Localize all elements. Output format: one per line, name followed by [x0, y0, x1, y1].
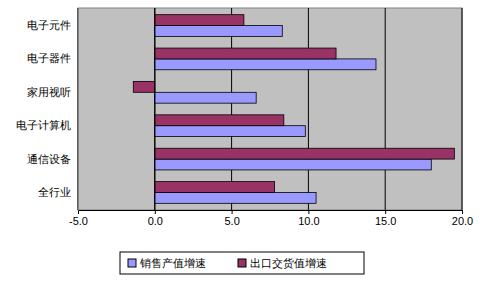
plot: -5.0 0.0 5.0 10.0 15.0 20.0 全行业 通信设备 电子计算机 家用视听 电子… [16, 8, 473, 227]
tick: 0.0 [148, 210, 163, 227]
legend-swatch [238, 259, 246, 267]
bar [155, 48, 336, 59]
tick: 10.0 [298, 210, 319, 227]
bar [155, 26, 282, 37]
grid [78, 8, 462, 210]
tick-label: 10.0 [298, 215, 319, 227]
plot-background [78, 8, 462, 210]
bar [155, 115, 284, 126]
bar [133, 81, 155, 92]
tick-mark [308, 210, 309, 214]
bars [133, 15, 454, 204]
tick: 5.0 [224, 210, 239, 227]
tick: 电子元件 [27, 19, 78, 31]
bar [155, 59, 376, 70]
grid-line [462, 8, 463, 210]
legend-label: 出口交货值增速 [250, 257, 327, 270]
tick: 电子器件 [27, 52, 78, 64]
bar [155, 148, 455, 159]
grid-line [308, 8, 309, 210]
tick: -5.0 [69, 210, 88, 227]
tick: 家用视听 [27, 86, 78, 98]
tick: 15.0 [375, 210, 396, 227]
tick: 通信设备 [27, 153, 78, 165]
tick-label: 20.0 [452, 215, 473, 227]
legend: 销售产值增速 出口交货值增速 [120, 252, 364, 274]
legend-item: 出口交货值增速 [238, 257, 327, 270]
legend-box [120, 252, 364, 274]
tick: 全行业 [38, 186, 78, 198]
tick-label: -5.0 [69, 215, 88, 227]
category-label: 电子计算机 [16, 119, 71, 131]
category-axis-line [154, 8, 155, 210]
bar [155, 192, 316, 203]
bar [155, 182, 275, 193]
category-label: 全行业 [38, 186, 71, 198]
tick-mark [462, 210, 463, 214]
grid-line [231, 8, 232, 210]
legend-label: 销售产值增速 [139, 257, 206, 270]
tick-label: 15.0 [375, 215, 396, 227]
tick-mark [78, 210, 79, 214]
grid-line [385, 8, 386, 210]
chart: -5.0 0.0 5.0 10.0 15.0 20.0 全行业 通信设备 电子计算机 家用视听 电子… [0, 0, 484, 282]
y-axis-line [78, 9, 79, 211]
tick-label: 5.0 [224, 215, 239, 227]
legend-item: 销售产值增速 [128, 257, 206, 270]
tick-mark [232, 210, 233, 214]
grid-line [78, 8, 79, 210]
tick-mark [385, 210, 386, 214]
legend-swatch [128, 259, 136, 267]
series [133, 15, 454, 193]
bar [155, 15, 244, 26]
category-label: 电子元件 [27, 19, 71, 31]
bar [155, 126, 306, 137]
x-axis: -5.0 0.0 5.0 10.0 15.0 20.0 [69, 210, 473, 227]
tick-label: 0.0 [148, 215, 163, 227]
tick: 20.0 [452, 210, 473, 227]
y-axis: 全行业 通信设备 电子计算机 家用视听 电子器件 电子元件 [16, 9, 79, 211]
tick: 电子计算机 [16, 119, 78, 131]
category-label: 电子器件 [27, 52, 71, 64]
x-axis-line [79, 211, 463, 215]
category-label: 家用视听 [27, 86, 71, 98]
category-label: 通信设备 [27, 153, 71, 165]
tick-mark [155, 210, 156, 214]
grid-line [154, 8, 155, 210]
series [155, 26, 431, 204]
bar [155, 92, 256, 103]
bar [155, 159, 431, 170]
